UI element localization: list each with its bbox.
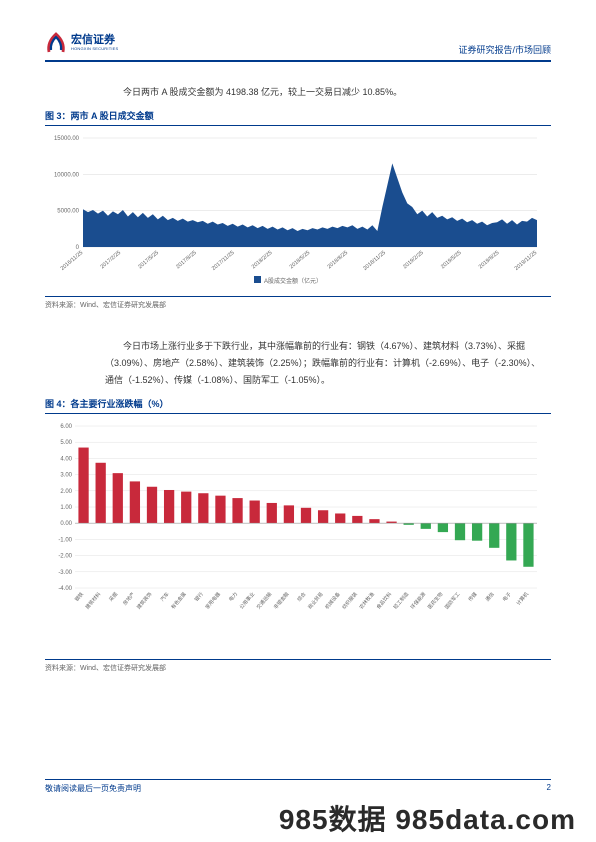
svg-text:建筑材料: 建筑材料 bbox=[84, 591, 102, 611]
svg-text:3.00: 3.00 bbox=[60, 473, 72, 479]
fig3-title: 图 3：两市 A 股日成交金额 bbox=[45, 109, 551, 126]
fig4-source: 资料来源：Wind、宏信证券研究发展部 bbox=[45, 659, 551, 673]
svg-text:2016/11/25: 2016/11/25 bbox=[60, 250, 85, 272]
svg-text:-1.00: -1.00 bbox=[58, 538, 72, 544]
svg-text:2019/2/25: 2019/2/25 bbox=[402, 250, 425, 270]
svg-text:传媒: 传媒 bbox=[467, 591, 479, 603]
svg-text:15000.00: 15000.00 bbox=[54, 136, 80, 142]
svg-text:5000.00: 5000.00 bbox=[57, 209, 79, 215]
svg-text:-2.00: -2.00 bbox=[58, 554, 72, 560]
footer-page-number: 2 bbox=[547, 783, 551, 794]
svg-text:商业贸易: 商业贸易 bbox=[306, 591, 324, 611]
svg-text:银行: 银行 bbox=[193, 591, 205, 603]
svg-text:轻工制造: 轻工制造 bbox=[392, 591, 410, 611]
svg-text:-3.00: -3.00 bbox=[58, 570, 72, 576]
fig3-chart: 05000.0010000.0015000.002016/11/252017/2… bbox=[45, 132, 551, 292]
svg-text:通信: 通信 bbox=[484, 591, 496, 603]
svg-text:房地产: 房地产 bbox=[121, 591, 136, 607]
svg-text:医药生物: 医药生物 bbox=[426, 591, 444, 611]
svg-text:2017/11/25: 2017/11/25 bbox=[211, 250, 236, 272]
svg-text:建筑装饰: 建筑装饰 bbox=[135, 591, 153, 611]
fig4-title: 图 4：各主要行业涨跌幅（%） bbox=[45, 397, 551, 414]
page-header: 宏信证券 HONGXIN SECURITIES 证券研究报告/市场回顾 bbox=[45, 30, 551, 62]
header-right: 证券研究报告/市场回顾 bbox=[458, 43, 551, 56]
svg-text:综合: 综合 bbox=[296, 591, 308, 603]
svg-text:2018/5/25: 2018/5/25 bbox=[289, 250, 312, 270]
logo-text: 宏信证券 bbox=[71, 35, 118, 46]
fig4-chart: -4.00 -3.00 -2.00 -1.00 0.00 1.00 2.00 3.00 4.00… bbox=[45, 420, 551, 655]
svg-text:机械设备: 机械设备 bbox=[324, 591, 342, 611]
svg-text:2018/2/25: 2018/2/25 bbox=[251, 250, 274, 270]
svg-text:2018/8/25: 2018/8/25 bbox=[327, 250, 350, 270]
svg-text:1.00: 1.00 bbox=[60, 505, 72, 511]
svg-text:计算机: 计算机 bbox=[515, 591, 530, 607]
svg-text:有色金属: 有色金属 bbox=[170, 591, 188, 611]
fig3-source: 资料来源：Wind、宏信证券研究发展部 bbox=[45, 296, 551, 310]
svg-text:2019/5/25: 2019/5/25 bbox=[440, 250, 463, 270]
svg-text:2017/5/25: 2017/5/25 bbox=[137, 250, 160, 270]
page-footer: 敬请阅读最后一页免责声明 2 bbox=[45, 779, 551, 794]
svg-text:-4.00: -4.00 bbox=[58, 586, 72, 592]
svg-text:2018/11/25: 2018/11/25 bbox=[362, 250, 387, 272]
svg-text:2019/8/25: 2019/8/25 bbox=[478, 250, 501, 270]
svg-text:汽车: 汽车 bbox=[159, 591, 171, 603]
svg-text:2017/8/25: 2017/8/25 bbox=[175, 250, 198, 270]
svg-text:非银金融: 非银金融 bbox=[272, 591, 290, 611]
logo: 宏信证券 HONGXIN SECURITIES bbox=[45, 30, 118, 56]
svg-text:交通运输: 交通运输 bbox=[255, 591, 273, 611]
svg-text:家用电器: 家用电器 bbox=[204, 591, 222, 611]
paragraph-1: 今日两市 A 股成交金额为 4198.38 亿元，较上一交易日减少 10.85%… bbox=[105, 84, 541, 101]
svg-text:公用事业: 公用事业 bbox=[238, 591, 256, 611]
svg-text:5.00: 5.00 bbox=[60, 441, 72, 447]
logo-swoosh-icon bbox=[45, 30, 67, 56]
watermark: 985数据 985data.com bbox=[279, 798, 576, 838]
svg-text:食品饮料: 食品饮料 bbox=[375, 591, 393, 611]
svg-text:2019/11/25: 2019/11/25 bbox=[514, 250, 539, 272]
svg-text:A股成交金额（亿元）: A股成交金额（亿元） bbox=[264, 277, 322, 285]
svg-text:4.00: 4.00 bbox=[60, 457, 72, 463]
svg-text:农林牧渔: 农林牧渔 bbox=[358, 591, 376, 611]
svg-text:10000.00: 10000.00 bbox=[54, 172, 80, 178]
svg-text:0.00: 0.00 bbox=[60, 522, 72, 528]
svg-text:纺织服装: 纺织服装 bbox=[341, 591, 359, 611]
svg-text:采掘: 采掘 bbox=[108, 591, 120, 603]
svg-text:钢铁: 钢铁 bbox=[73, 591, 85, 603]
svg-text:2.00: 2.00 bbox=[60, 489, 72, 495]
paragraph-2: 今日市场上涨行业多于下跌行业，其中涨幅靠前的行业有：钢铁（4.67%）、建筑材料… bbox=[105, 338, 541, 389]
svg-text:环保能源: 环保能源 bbox=[409, 591, 427, 611]
svg-text:6.00: 6.00 bbox=[60, 424, 72, 430]
svg-text:电力: 电力 bbox=[227, 591, 239, 603]
footer-disclaimer: 敬请阅读最后一页免责声明 bbox=[45, 783, 141, 794]
svg-text:国防军工: 国防军工 bbox=[443, 591, 461, 611]
logo-subtext: HONGXIN SECURITIES bbox=[71, 46, 118, 51]
svg-text:2017/2/25: 2017/2/25 bbox=[100, 250, 123, 270]
svg-text:电子: 电子 bbox=[501, 591, 513, 603]
